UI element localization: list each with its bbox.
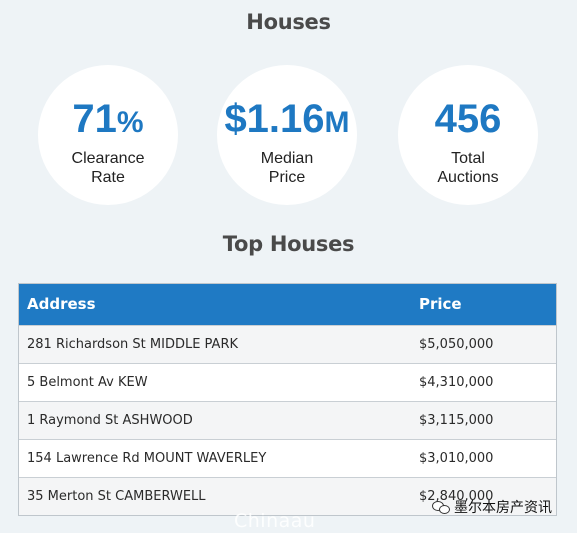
- median-price-stat: $1.16M Median Price: [217, 65, 357, 205]
- price-cell: $4,310,000: [419, 375, 494, 390]
- address-cell: 154 Lawrence Rd MOUNT WAVERLEY: [27, 451, 267, 466]
- wechat-icon: [432, 500, 450, 514]
- table-row: 154 Lawrence Rd MOUNT WAVERLEY $3,010,00…: [19, 439, 556, 477]
- price-column-header: Price: [419, 295, 462, 313]
- clearance-rate-label: Clearance Rate: [71, 150, 145, 186]
- total-auctions-stat: 456 Total Auctions: [398, 65, 538, 205]
- median-price-value: $1.16M: [224, 97, 350, 141]
- houses-title: Houses: [246, 10, 331, 34]
- table-row: 281 Richardson St MIDDLE PARK $5,050,000: [19, 325, 556, 363]
- price-cell: $5,050,000: [419, 337, 494, 352]
- price-cell: $3,115,000: [419, 413, 494, 428]
- brand-text: 墨尔本房产资讯: [454, 500, 552, 516]
- price-cell: $2,840,000: [419, 489, 494, 504]
- clearance-rate-value: 71%: [72, 97, 144, 141]
- total-auctions-value: 456: [434, 97, 502, 141]
- address-cell: 35 Merton St CAMBERWELL: [27, 489, 206, 504]
- address-column-header: Address: [27, 295, 96, 313]
- watermark: Chinaau: [234, 510, 316, 532]
- address-cell: 5 Belmont Av KEW: [27, 375, 148, 390]
- table-row: 1 Raymond St ASHWOOD $3,115,000: [19, 401, 556, 439]
- address-cell: 281 Richardson St MIDDLE PARK: [27, 337, 239, 352]
- total-auctions-label: Total Auctions: [437, 150, 499, 186]
- address-cell: 1 Raymond St ASHWOOD: [27, 413, 193, 428]
- top-houses-title: Top Houses: [222, 232, 355, 256]
- table-body: 281 Richardson St MIDDLE PARK $5,050,000…: [19, 325, 556, 515]
- brand-label: 墨尔本房产资讯: [432, 497, 552, 517]
- table-header: Address Price: [19, 284, 556, 325]
- table-row: 35 Merton St CAMBERWELL $2,840,000: [19, 477, 556, 515]
- price-cell: $3,010,000: [419, 451, 494, 466]
- median-price-label: Median Price: [260, 150, 314, 186]
- table-row: 5 Belmont Av KEW $4,310,000: [19, 363, 556, 401]
- clearance-rate-stat: 71% Clearance Rate: [38, 65, 178, 205]
- top-houses-table: Address Price 281 Richardson St MIDDLE P…: [18, 283, 557, 516]
